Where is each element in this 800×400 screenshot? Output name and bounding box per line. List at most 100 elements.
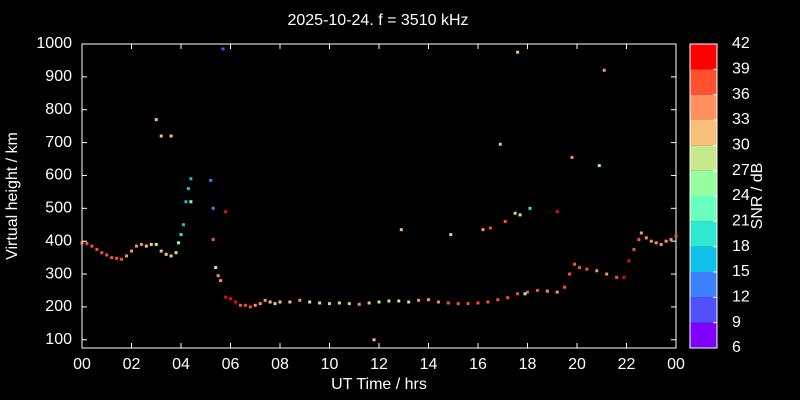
data-point [573, 262, 577, 266]
y-tick-label: 600 [45, 167, 72, 184]
colorbar-tick-label: 33 [732, 111, 750, 128]
data-point [263, 298, 267, 302]
data-point [516, 292, 520, 296]
data-point [372, 338, 376, 342]
data-point [528, 206, 532, 210]
data-point [367, 301, 371, 305]
data-point [211, 206, 215, 210]
data-point [526, 290, 529, 294]
data-point [644, 236, 648, 240]
data-point [595, 269, 599, 273]
data-point [169, 254, 173, 258]
x-tick-label: 16 [469, 356, 487, 373]
colorbar-bin [690, 246, 717, 272]
colorbar-tick-label: 12 [732, 289, 750, 306]
data-point [268, 300, 272, 304]
data-point [125, 254, 129, 258]
data-point [585, 267, 589, 271]
colorbar-bin [690, 69, 717, 95]
data-point [654, 241, 658, 245]
data-point [486, 300, 490, 304]
data-point [597, 164, 601, 168]
data-point [649, 239, 653, 243]
data-point [449, 233, 453, 237]
colorbar-bin [690, 196, 717, 222]
data-point [154, 118, 158, 122]
x-tick-label: 04 [172, 356, 190, 373]
x-tick-label: 22 [618, 356, 636, 373]
data-point [602, 68, 606, 72]
data-point [664, 239, 668, 243]
data-point [258, 302, 262, 306]
x-tick-label: 02 [123, 356, 141, 373]
x-tick-label: 00 [73, 356, 91, 373]
data-point [605, 272, 609, 276]
data-point [144, 244, 148, 248]
y-tick-label: 700 [45, 134, 72, 151]
colorbar-tick-label: 9 [732, 314, 741, 331]
colorbar-tick-label: 15 [732, 263, 750, 280]
data-point [577, 265, 581, 269]
data-point [80, 241, 84, 245]
data-point [347, 302, 351, 306]
data-point [164, 252, 168, 256]
data-point [563, 285, 567, 289]
colorbar-tick-label: 39 [732, 61, 750, 78]
data-point [130, 249, 133, 253]
data-point [115, 256, 119, 260]
data-point [523, 292, 527, 296]
colorbar-tick-label: 21 [732, 213, 750, 230]
data-point [570, 155, 574, 159]
data-point [498, 142, 502, 146]
data-point [211, 238, 215, 242]
data-point [253, 303, 257, 307]
data-point [120, 257, 124, 261]
colorbar-tick-label: 36 [732, 86, 750, 103]
data-point [357, 302, 361, 306]
y-tick-label: 1000 [36, 35, 72, 52]
data-point [159, 134, 163, 138]
colorbar-bin [690, 297, 717, 323]
colorbar-label: SNR / dB [749, 163, 766, 230]
data-point [513, 211, 517, 215]
colorbar-tick-label: 18 [732, 238, 750, 255]
x-tick-label: 12 [370, 356, 388, 373]
data-point [568, 272, 572, 276]
data-point [518, 213, 522, 217]
data-point [545, 289, 549, 293]
data-point [481, 228, 485, 232]
data-point [248, 305, 252, 309]
data-point [224, 210, 228, 214]
colorbar-bin [690, 322, 717, 348]
data-point [615, 275, 619, 279]
x-tick-label: 14 [420, 356, 438, 373]
data-point [476, 301, 480, 305]
colorbar-bin [690, 94, 717, 120]
y-tick-label: 100 [45, 331, 72, 348]
data-point [298, 298, 302, 302]
data-point [273, 302, 277, 306]
data-point [674, 234, 678, 238]
data-point [233, 300, 237, 304]
y-tick-label: 300 [45, 265, 72, 282]
x-tick-label: 10 [321, 356, 339, 373]
data-point [535, 288, 539, 292]
data-point [318, 301, 322, 305]
data-point [337, 301, 341, 305]
data-point [184, 200, 188, 204]
data-point [174, 251, 178, 255]
data-point [278, 300, 282, 304]
y-tick-label: 900 [45, 68, 72, 85]
data-point [555, 210, 559, 214]
data-point [169, 134, 173, 138]
data-point [503, 219, 507, 223]
data-point [238, 303, 242, 307]
data-point [622, 275, 626, 279]
data-point [328, 302, 331, 306]
data-point [555, 290, 559, 294]
colorbar-tick-label: 30 [732, 137, 750, 154]
x-tick-label: 00 [667, 356, 685, 373]
